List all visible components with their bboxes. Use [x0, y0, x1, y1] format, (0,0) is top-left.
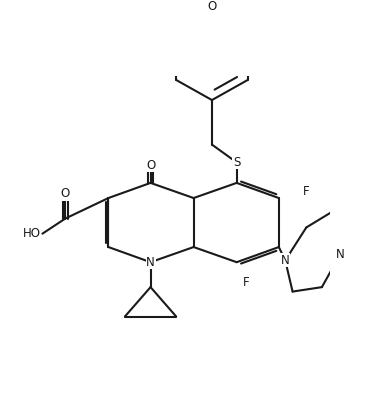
- Text: F: F: [303, 185, 310, 198]
- Text: O: O: [61, 187, 70, 200]
- Text: N: N: [281, 254, 290, 267]
- Text: F: F: [243, 276, 249, 289]
- Text: N: N: [336, 248, 345, 261]
- Text: N: N: [146, 256, 155, 269]
- Text: O: O: [207, 0, 217, 13]
- Text: S: S: [233, 156, 240, 169]
- Text: HO: HO: [23, 227, 41, 240]
- Text: O: O: [146, 158, 155, 172]
